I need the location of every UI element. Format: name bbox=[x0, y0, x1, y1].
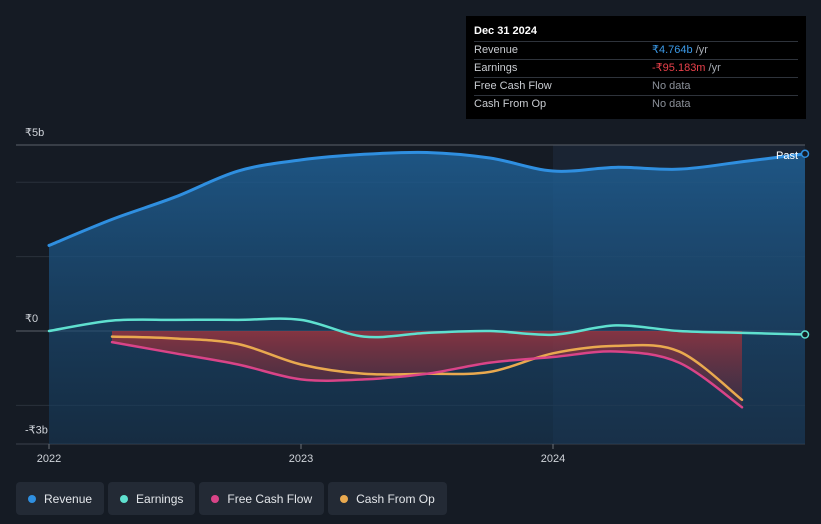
legend-dot-icon bbox=[120, 494, 129, 503]
tooltip-unit: /yr bbox=[705, 62, 721, 74]
legend-item-earnings[interactable]: Earnings bbox=[108, 482, 196, 515]
tooltip-row-cash-from-op: Cash From Op No data bbox=[474, 95, 798, 113]
x-tick-label: 2022 bbox=[37, 453, 61, 465]
legend-item-revenue[interactable]: Revenue bbox=[16, 482, 105, 515]
y-tick-label: ₹5b bbox=[25, 127, 44, 139]
tooltip-label: Earnings bbox=[474, 62, 518, 74]
cash-flow-area bbox=[112, 331, 742, 408]
y-tick-label: ₹0 bbox=[25, 313, 38, 325]
x-axis: 2022 2023 2024 bbox=[37, 444, 565, 465]
x-tick-label: 2024 bbox=[541, 453, 565, 465]
legend-label: Free Cash Flow bbox=[227, 491, 313, 506]
legend-dot-icon bbox=[340, 494, 349, 503]
tooltip-row-earnings: Earnings -₹95.183m /yr bbox=[474, 59, 798, 77]
series-line-free-cash-flow bbox=[110, 340, 744, 409]
tooltip-row-revenue: Revenue ₹4.764b /yr bbox=[474, 41, 798, 59]
tooltip-label: Revenue bbox=[474, 44, 519, 56]
legend-dot-icon bbox=[28, 494, 36, 503]
end-marker bbox=[800, 330, 810, 339]
tooltip-value: No data bbox=[652, 98, 691, 110]
tooltip-value: No data bbox=[652, 80, 691, 92]
y-axis: ₹5b ₹0 -₹3b bbox=[25, 127, 48, 437]
series-line-revenue bbox=[47, 150, 807, 247]
y-tick-label: -₹3b bbox=[25, 425, 48, 437]
tooltip: Dec 31 2024 Revenue ₹4.764b /yr Earnings… bbox=[466, 16, 806, 119]
series-line-earnings bbox=[47, 317, 807, 339]
legend-label: Revenue bbox=[44, 491, 93, 506]
end-marker bbox=[800, 149, 810, 159]
legend-label: Earnings bbox=[136, 491, 184, 506]
revenue-area bbox=[49, 152, 805, 444]
tooltip-value: -₹95.183m bbox=[652, 62, 706, 74]
past-label: Past bbox=[776, 150, 798, 162]
tooltip-row-free-cash-flow: Free Cash Flow No data bbox=[474, 77, 798, 95]
legend-dot-icon bbox=[211, 494, 220, 503]
tooltip-unit: /yr bbox=[692, 44, 708, 56]
legend-label: Cash From Op bbox=[356, 491, 435, 506]
legend-item-free-cash-flow[interactable]: Free Cash Flow bbox=[199, 482, 325, 515]
legend: Revenue Earnings Free Cash Flow Cash Fro… bbox=[16, 482, 447, 515]
tooltip-label: Cash From Op bbox=[474, 98, 547, 110]
tooltip-label: Free Cash Flow bbox=[474, 80, 552, 92]
tooltip-date: Dec 31 2024 bbox=[474, 25, 537, 37]
end-markers: Past bbox=[776, 149, 810, 339]
x-tick-label: 2023 bbox=[289, 453, 313, 465]
legend-item-cash-from-op[interactable]: Cash From Op bbox=[328, 482, 447, 515]
tooltip-value: ₹4.764b bbox=[652, 44, 693, 56]
series-lines bbox=[47, 150, 807, 409]
